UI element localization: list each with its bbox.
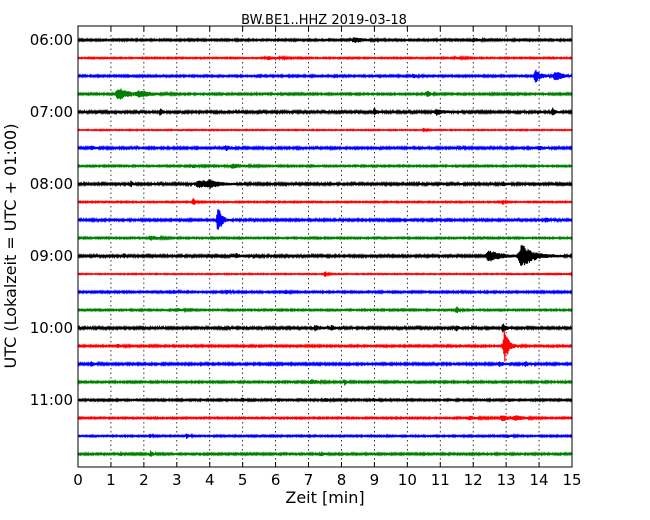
trace-row-7: [77, 162, 573, 170]
trace-row-2: [77, 69, 573, 83]
x-tick-label: 2: [139, 471, 149, 489]
plot-frame: [77, 25, 573, 468]
x-tick-label: 5: [238, 471, 248, 489]
x-tick-label: 12: [464, 471, 483, 489]
x-tick-label: 15: [562, 471, 581, 489]
x-tick-label: 9: [370, 471, 380, 489]
seismogram-traces: [77, 36, 573, 457]
x-tick-label: 10: [398, 471, 417, 489]
y-tick-label: 08:00: [30, 175, 73, 193]
trace-row-14: [77, 288, 573, 296]
trace-row-16: [77, 323, 573, 333]
x-tick-label: 1: [106, 471, 116, 489]
trace-row-1: [77, 54, 573, 62]
trace-row-21: [77, 414, 573, 422]
y-tick-label: 07:00: [30, 103, 73, 121]
trace-row-22: [77, 432, 573, 440]
x-tick-label: 4: [205, 471, 215, 489]
trace-row-8: [77, 179, 573, 189]
plot-area: [78, 26, 572, 467]
trace-row-23: [77, 450, 573, 457]
x-tick-label: 3: [172, 471, 182, 489]
trace-row-5: [77, 127, 573, 133]
y-axis-label: UTC (Lokalzeit = UTC + 01:00): [1, 124, 20, 369]
grid-lines: [110, 26, 540, 467]
x-tick-label: 0: [73, 471, 83, 489]
x-axis-label: Zeit [min]: [285, 488, 364, 507]
trace-row-6: [77, 144, 573, 152]
trace-row-4: [77, 107, 573, 116]
x-tick-label: 11: [431, 471, 450, 489]
trace-row-20: [77, 397, 573, 404]
chart-title: BW.BE1..HHZ 2019-03-18: [241, 13, 407, 28]
trace-row-19: [77, 378, 573, 386]
trace-row-18: [77, 360, 573, 368]
trace-row-9: [77, 198, 573, 205]
trace-row-0: [77, 36, 573, 44]
y-tick-label: 10:00: [30, 319, 73, 337]
x-tick-label: 13: [497, 471, 516, 489]
trace-row-11: [77, 234, 573, 242]
axis-ticks: 0 1 2 3 4 5 6 7 8 9 10 11 12 13 14 1506:0007:0008:0009:…: [30, 26, 582, 489]
trace-row-3: [77, 88, 573, 100]
trace-row-15: [77, 306, 573, 314]
y-tick-label: 09:00: [30, 247, 73, 265]
x-tick-label: 8: [337, 471, 347, 489]
trace-row-17: [77, 329, 573, 362]
trace-row-13: [77, 271, 573, 278]
trace-row-10: [77, 209, 573, 230]
y-tick-label: 06:00: [30, 31, 73, 49]
x-tick-label: 6: [271, 471, 281, 489]
trace-row-12: [77, 244, 573, 266]
x-tick-label: 14: [530, 471, 549, 489]
x-tick-label: 7: [304, 471, 314, 489]
y-tick-label: 11:00: [30, 391, 73, 409]
